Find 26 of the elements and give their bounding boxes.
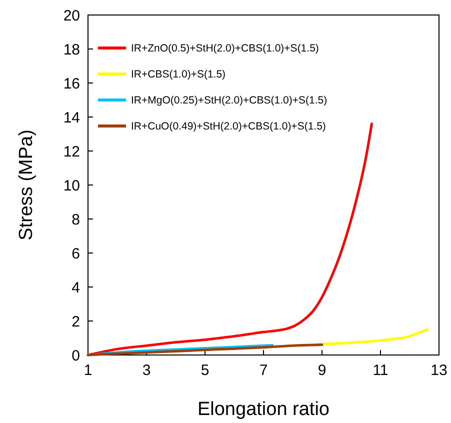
y-tick-label: 10	[63, 177, 80, 194]
y-tick-label: 6	[72, 245, 80, 262]
legend-label: IR+CBS(1.0)+S(1.5)	[131, 68, 226, 81]
y-tick-label: 2	[72, 313, 80, 330]
x-tick-label: 11	[372, 362, 388, 379]
x-tick-label: 3	[142, 362, 151, 379]
y-tick-label: 8	[72, 211, 80, 228]
y-tick-label: 16	[63, 75, 80, 92]
legend-label: IR+MgO(0.25)+StH(2.0)+CBS(1.0)+S(1.5)	[131, 94, 328, 107]
legend-label: IR+CuO(0.49)+StH(2.0)+CBS(1.0)+S(1.5)	[131, 120, 326, 133]
x-tick-label: 9	[318, 362, 326, 379]
line-series	[314, 328, 429, 346]
x-tick-label: 13	[430, 362, 448, 379]
y-tick-label: 12	[63, 143, 80, 160]
y-tick-label: 18	[63, 41, 80, 58]
y-tick-label: 0	[72, 347, 80, 364]
y-axis-title: Stress (MPa)	[16, 130, 37, 240]
legend-label: IR+ZnO(0.5)+StH(2.0)+CBS(1.0)+S(1.5)	[131, 42, 319, 55]
y-tick-label: 20	[63, 7, 80, 24]
x-tick-label: 1	[84, 362, 92, 379]
x-tick-label: 7	[259, 362, 268, 379]
line-series	[86, 344, 324, 356]
y-tick-label: 4	[72, 279, 80, 296]
x-tick-label: 5	[200, 362, 210, 379]
y-tick-label: 14	[63, 109, 80, 126]
x-axis-title: Elongation ratio	[197, 399, 330, 420]
